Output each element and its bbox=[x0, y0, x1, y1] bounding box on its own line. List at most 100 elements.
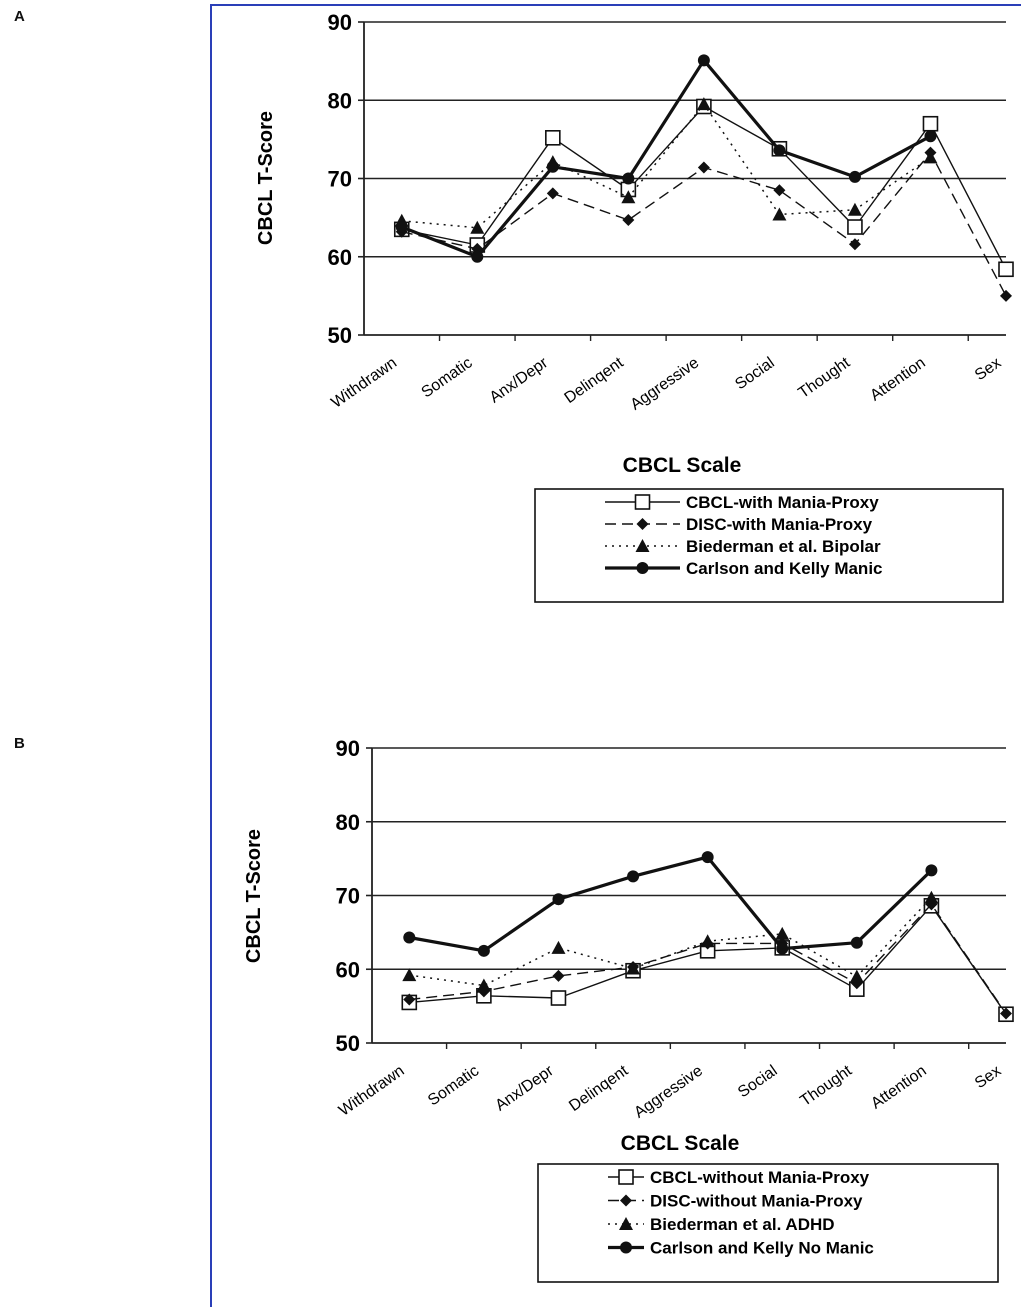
x-tick-label: Social bbox=[735, 1062, 780, 1101]
legend-entry: DISC-without Mania-Proxy bbox=[650, 1192, 863, 1211]
data-point-diamond bbox=[552, 969, 565, 982]
legend-entry: Carlson and Kelly No Manic bbox=[650, 1239, 874, 1258]
data-point-circle bbox=[850, 936, 863, 949]
chart-a: 50 60 70 80 90 Withdrawn Somatic Anx/Depr Delinq… bbox=[255, 10, 1014, 603]
figure-border-top bbox=[210, 4, 1021, 6]
x-tick-label: Delinqent bbox=[566, 1062, 632, 1115]
data-point-triangle bbox=[696, 97, 711, 111]
y-tick-label: 50 bbox=[336, 1031, 360, 1056]
x-tick-label: Aggressive bbox=[628, 354, 703, 413]
legend-entry: DISC-with Mania-Proxy bbox=[686, 515, 873, 534]
legend-marker-circle bbox=[636, 562, 649, 574]
chart-b: 50 60 70 80 90 Withdrawn Somatic Anx/Depr Delinq… bbox=[243, 736, 1014, 1283]
x-tick-label: Sex bbox=[972, 354, 1004, 384]
y-axis-title: CBCL T-Score bbox=[255, 111, 277, 245]
data-point-triangle bbox=[476, 978, 491, 992]
y-tick-label: 90 bbox=[336, 736, 360, 761]
x-axis-title: CBCL Scale bbox=[621, 1132, 740, 1155]
data-point-circle bbox=[924, 130, 937, 143]
legend-marker-diamond bbox=[620, 1194, 632, 1207]
data-point-triangle bbox=[626, 961, 641, 975]
data-point-diamond bbox=[622, 213, 635, 226]
x-axis-title: CBCL Scale bbox=[623, 454, 742, 477]
x-tick-label: Attention bbox=[868, 1062, 929, 1112]
data-point-diamond bbox=[773, 184, 786, 197]
x-tick-label: Withdrawn bbox=[336, 1062, 408, 1119]
data-point-triangle bbox=[402, 968, 417, 982]
y-axis-title: CBCL T-Score bbox=[243, 829, 265, 963]
data-point-diamond bbox=[546, 187, 559, 200]
data-point-triangle bbox=[772, 207, 787, 221]
x-tick-label: Thought bbox=[797, 1062, 855, 1110]
data-point-diamond bbox=[1000, 1007, 1012, 1020]
series-line-square bbox=[409, 905, 1007, 1015]
y-tick-label: 60 bbox=[336, 957, 360, 982]
data-point-circle bbox=[848, 170, 861, 183]
data-point-circle bbox=[627, 870, 640, 883]
legend-marker-square bbox=[634, 494, 651, 510]
data-point-diamond bbox=[848, 238, 861, 251]
data-point-circle bbox=[477, 944, 490, 957]
data-point-square bbox=[847, 219, 863, 235]
y-tick-label: 70 bbox=[336, 884, 360, 909]
legend-entry: CBCL-without Mania-Proxy bbox=[650, 1168, 870, 1187]
legend-entry: CBCL-with Mania-Proxy bbox=[686, 493, 879, 512]
data-point-triangle bbox=[775, 926, 790, 940]
y-tick-label: 90 bbox=[328, 10, 352, 35]
data-point-diamond bbox=[1000, 289, 1012, 302]
x-tick-label: Anx/Depr bbox=[492, 1062, 557, 1115]
x-tick-label: Attention bbox=[867, 354, 928, 404]
series-line-square bbox=[401, 105, 1007, 270]
series-line-triangle bbox=[409, 897, 932, 987]
data-point-square bbox=[922, 115, 939, 132]
x-tick-label: Withdrawn bbox=[328, 354, 400, 411]
data-point-circle bbox=[925, 864, 938, 877]
data-point-square bbox=[550, 990, 567, 1006]
data-point-circle bbox=[697, 54, 710, 67]
data-point-triangle bbox=[924, 890, 939, 904]
figure-border-left bbox=[210, 4, 212, 1307]
series-line-triangle bbox=[401, 103, 931, 229]
data-point-triangle bbox=[700, 934, 715, 948]
data-point-square bbox=[545, 130, 561, 146]
x-tick-label: Somatic bbox=[425, 1062, 482, 1109]
legend-marker-triangle bbox=[635, 539, 650, 552]
x-tick-label: Social bbox=[732, 354, 777, 393]
data-point-triangle bbox=[849, 969, 864, 983]
data-point-circle bbox=[701, 851, 714, 864]
data-point-circle bbox=[776, 942, 789, 955]
data-point-triangle bbox=[551, 940, 566, 954]
legend-marker-square bbox=[618, 1169, 634, 1185]
y-tick-label: 80 bbox=[336, 810, 360, 835]
data-point-diamond bbox=[697, 161, 710, 174]
legend-box bbox=[537, 1163, 999, 1283]
y-tick-label: 80 bbox=[328, 88, 352, 113]
legend-entry: Biederman et al. Bipolar bbox=[686, 537, 881, 556]
data-point-triangle bbox=[470, 220, 485, 234]
data-point-triangle bbox=[847, 202, 862, 216]
data-point-triangle bbox=[621, 190, 636, 204]
data-point-circle bbox=[552, 893, 565, 906]
legend-entry: Biederman et al. ADHD bbox=[650, 1215, 835, 1234]
x-tick-label: Thought bbox=[795, 354, 853, 402]
y-tick-label: 70 bbox=[328, 167, 352, 192]
x-tick-label: Delinqent bbox=[562, 354, 628, 407]
legend-entry: Carlson and Kelly Manic bbox=[686, 559, 883, 578]
data-point-diamond bbox=[403, 993, 416, 1006]
x-tick-label: Anx/Depr bbox=[487, 354, 552, 407]
data-point-circle bbox=[622, 172, 635, 185]
y-tick-label: 50 bbox=[328, 323, 352, 348]
data-point-circle bbox=[403, 931, 416, 944]
legend-marker-triangle bbox=[619, 1217, 633, 1230]
x-tick-label: Aggressive bbox=[631, 1062, 706, 1121]
data-point-square bbox=[998, 261, 1014, 278]
x-tick-label: Somatic bbox=[418, 354, 475, 401]
legend-marker-circle bbox=[620, 1241, 632, 1254]
data-point-circle bbox=[773, 144, 786, 157]
data-point-circle bbox=[471, 250, 484, 263]
legend-marker-diamond bbox=[636, 518, 649, 530]
series-line-circle bbox=[401, 58, 932, 259]
panel-label-a: A bbox=[14, 8, 25, 25]
data-point-circle bbox=[546, 160, 559, 173]
